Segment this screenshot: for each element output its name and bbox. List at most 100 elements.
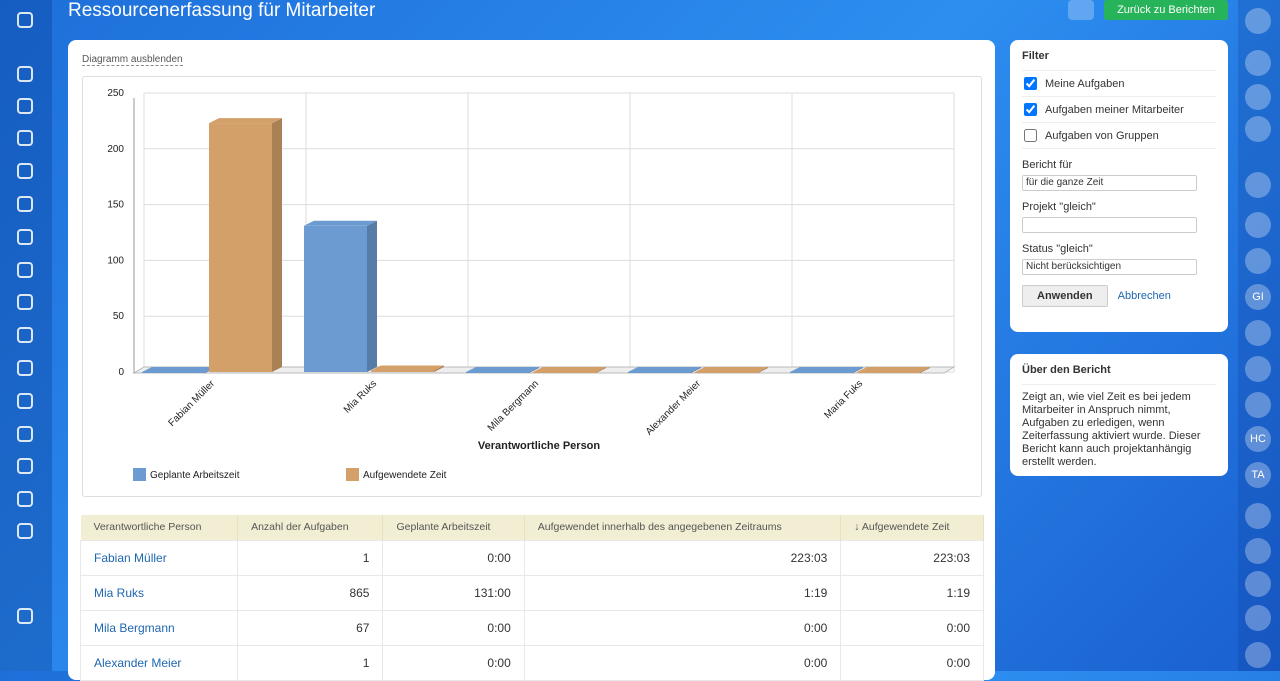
checkbox-row: Meine Aufgaben <box>1022 71 1216 97</box>
nav-icon[interactable] <box>17 491 33 507</box>
side-icon[interactable] <box>1245 212 1271 238</box>
side-icon[interactable] <box>1245 356 1271 382</box>
bar-side <box>529 367 539 373</box>
person-link[interactable]: Fabian Müller <box>79 539 239 576</box>
checkbox-label: Meine Aufgaben <box>1045 77 1125 90</box>
chart-box: 0 50 100 150 200 250 Fabian Müller Mia Ruks Mila… <box>82 76 982 497</box>
table-cell: 0:00 <box>382 644 525 681</box>
nav-icon[interactable] <box>17 523 33 539</box>
table-cell: 0:00 <box>840 609 984 646</box>
person-link[interactable]: Alexander Meier <box>79 644 239 681</box>
cancel-link[interactable]: Abbrechen <box>1117 290 1171 302</box>
column-header[interactable]: Verantwortliche Person <box>80 515 239 540</box>
side-icon[interactable] <box>1245 116 1271 142</box>
table-cell: 1 <box>237 539 384 576</box>
y-tick-label: 50 <box>113 311 125 322</box>
bar-top <box>304 220 377 226</box>
table-cell: 1:19 <box>840 574 984 611</box>
side-icon[interactable] <box>1245 84 1271 110</box>
person-link[interactable]: Mila Bergmann <box>79 609 239 646</box>
y-tick-label: 150 <box>107 200 124 211</box>
checkbox[interactable] <box>1024 77 1037 90</box>
bar <box>142 372 205 373</box>
side-icon[interactable] <box>1245 503 1271 529</box>
table-cell: 0:00 <box>382 609 525 646</box>
table-cell: 131:00 <box>382 574 525 611</box>
nav-icon[interactable] <box>17 360 33 376</box>
checkbox[interactable] <box>1024 129 1037 142</box>
column-header[interactable]: Geplante Arbeitszeit <box>382 515 525 540</box>
bar-top <box>466 367 539 372</box>
nav-icon[interactable] <box>17 426 33 442</box>
nav-icon[interactable] <box>17 262 33 278</box>
x-tick-label: Mila Bergmann <box>486 378 541 433</box>
side-icon[interactable] <box>1245 50 1271 76</box>
checkbox-row: Aufgaben meiner Mitarbeiter <box>1022 97 1216 123</box>
bar <box>533 372 596 373</box>
bar <box>304 225 367 372</box>
legend-swatch <box>346 468 359 481</box>
bar-side <box>272 118 282 372</box>
bar-top <box>790 367 863 372</box>
side-icon[interactable] <box>1245 571 1271 597</box>
nav-icon[interactable] <box>17 327 33 343</box>
avatar[interactable]: HC <box>1245 426 1271 452</box>
table-row: Mia Ruks 865 131:00 1:19 1:19 <box>79 574 984 611</box>
apply-button[interactable]: Anwenden <box>1022 285 1108 307</box>
side-icon[interactable] <box>1245 392 1271 418</box>
column-header[interactable]: Anzahl der Aufgaben <box>237 515 384 540</box>
person-link[interactable]: Mia Ruks <box>79 574 239 611</box>
side-icon[interactable] <box>1245 538 1271 564</box>
bar <box>209 123 272 372</box>
bar-side <box>367 220 377 372</box>
filter-card: Filter Meine Aufgaben Aufgaben meiner Mit… <box>1010 40 1228 332</box>
nav-icon[interactable] <box>17 294 33 310</box>
label: Status "gleich" <box>1022 243 1093 255</box>
nav-icon[interactable] <box>17 608 33 624</box>
nav-icon[interactable] <box>17 196 33 212</box>
checkbox[interactable] <box>1024 103 1037 116</box>
bar-top <box>533 367 606 372</box>
table-cell: 865 <box>237 574 384 611</box>
bar-side <box>853 367 863 373</box>
select[interactable]: Nicht berücksichtigen <box>1022 259 1197 275</box>
bar-top <box>209 118 282 124</box>
bar-side <box>596 367 606 373</box>
label: Bericht für <box>1022 159 1073 171</box>
nav-icon[interactable] <box>17 163 33 179</box>
side-icon[interactable] <box>1245 248 1271 274</box>
select[interactable]: für die ganze Zeit <box>1022 175 1197 191</box>
checkbox-row: Aufgaben von Gruppen <box>1022 123 1216 149</box>
legend-swatch <box>133 468 146 481</box>
column-header[interactable]: Aufgewendet innerhalb des angegebenen Ze… <box>524 515 842 540</box>
nav-icon[interactable] <box>17 66 33 82</box>
nav-icon[interactable] <box>17 130 33 146</box>
side-icon[interactable] <box>1245 642 1271 668</box>
input[interactable] <box>1022 217 1197 233</box>
nav-icon[interactable] <box>17 229 33 245</box>
side-icon[interactable] <box>1245 320 1271 346</box>
y-tick-label: 0 <box>118 367 124 378</box>
toggle-chart-link[interactable]: Diagramm ausblenden <box>82 54 183 66</box>
table-row: Mila Bergmann 67 0:00 0:00 0:00 <box>79 609 984 646</box>
column-header[interactable]: ↓ Aufgewendete Zeit <box>840 515 984 540</box>
chart: 0 50 100 150 200 250 Fabian Müller Mia Ruks Mila… <box>107 88 956 481</box>
side-icon[interactable] <box>1245 8 1271 34</box>
checkbox-label: Aufgaben von Gruppen <box>1045 129 1159 142</box>
x-axis-label: Verantwortliche Person <box>478 440 601 452</box>
side-icon[interactable] <box>1245 605 1271 631</box>
checkbox-label: Aufgaben meiner Mitarbeiter <box>1045 103 1184 116</box>
bar-top <box>857 367 930 372</box>
nav-icon[interactable] <box>17 12 33 28</box>
about-card: Über den Bericht Zeigt an, wie viel Zeit… <box>1010 354 1228 476</box>
back-button[interactable]: Zurück zu Berichten <box>1104 0 1228 20</box>
avatar[interactable]: TA <box>1245 462 1271 488</box>
nav-icon[interactable] <box>17 458 33 474</box>
settings-button[interactable] <box>1068 0 1094 20</box>
nav-icon[interactable] <box>17 393 33 409</box>
y-tick-label: 250 <box>107 88 124 99</box>
nav-icon[interactable] <box>17 98 33 114</box>
avatar[interactable]: GI <box>1245 284 1271 310</box>
side-icon[interactable] <box>1245 172 1271 198</box>
